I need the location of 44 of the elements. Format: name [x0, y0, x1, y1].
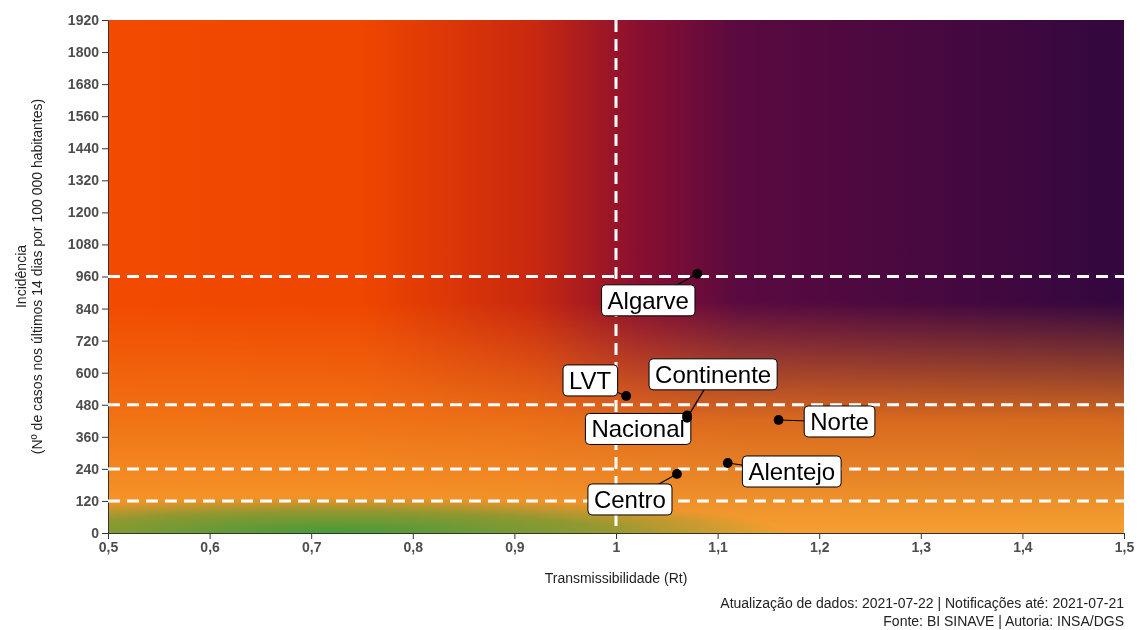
y-tick-label: 120: [75, 492, 100, 509]
y-tick-label: 1920: [67, 11, 100, 28]
x-tick-label: 0,7: [301, 538, 322, 555]
x-tick-label: 1,2: [809, 538, 830, 555]
annotation: Norte: [810, 407, 869, 435]
y-tick-label: 1320: [67, 172, 100, 189]
x-tick-label: 1: [612, 538, 621, 555]
y-tick-label: 600: [75, 364, 100, 381]
x-tick-label: 0,6: [200, 538, 221, 555]
x-tick-label: 1,1: [708, 538, 729, 555]
point: [773, 415, 784, 425]
y-tick-label: 1680: [67, 76, 100, 93]
y-tick-label: 1200: [67, 204, 100, 221]
x-tick-label: 1,5: [1114, 538, 1135, 555]
annotation: Alentejo: [748, 458, 836, 485]
x-tick-label: 0,5: [98, 538, 119, 555]
point: [722, 458, 733, 468]
y-tick-label: 1800: [67, 44, 100, 61]
y-tick-label: 240: [75, 460, 100, 477]
x-tick-label: 0,8: [403, 538, 424, 555]
y-tick-label: 1440: [67, 140, 100, 157]
annotation: LVT: [569, 366, 612, 394]
y-tick-label: 1560: [67, 108, 100, 125]
y-tick-label: 720: [75, 332, 100, 349]
annotation: Nacional: [591, 415, 685, 443]
y-tick-label: 360: [75, 428, 100, 445]
y-axis-title: Incidência (Nº de casos nos últimos 14 dias por 100 000 habitantes): [13, 98, 45, 455]
annotation: Algarve: [607, 286, 689, 314]
x-tick-label: 0,9: [505, 538, 525, 555]
text: Atualização de dados: 2021-07-22 | Notificações até: 2021-07-21: [720, 595, 1125, 611]
source-note: Fonte: BI SINAVE | Autoria: INSA/DGS: [883, 613, 1124, 629]
x-axis-title: Transmissibilidade (Rt): [544, 570, 688, 586]
y-tick-label: 480: [75, 396, 100, 413]
annotation: Centro: [593, 485, 666, 513]
point: [692, 268, 703, 279]
point: [621, 391, 632, 401]
x-tick-label: 1,3: [911, 538, 932, 555]
y-tick-label: 0: [91, 524, 100, 541]
annotation: Continente: [655, 360, 772, 388]
y-tick-label: 840: [75, 300, 100, 317]
y-tick-label: 960: [75, 268, 100, 285]
point: [672, 469, 682, 479]
x-tick-label: 1,4: [1013, 538, 1033, 555]
y-tick-label: 1080: [67, 236, 100, 253]
